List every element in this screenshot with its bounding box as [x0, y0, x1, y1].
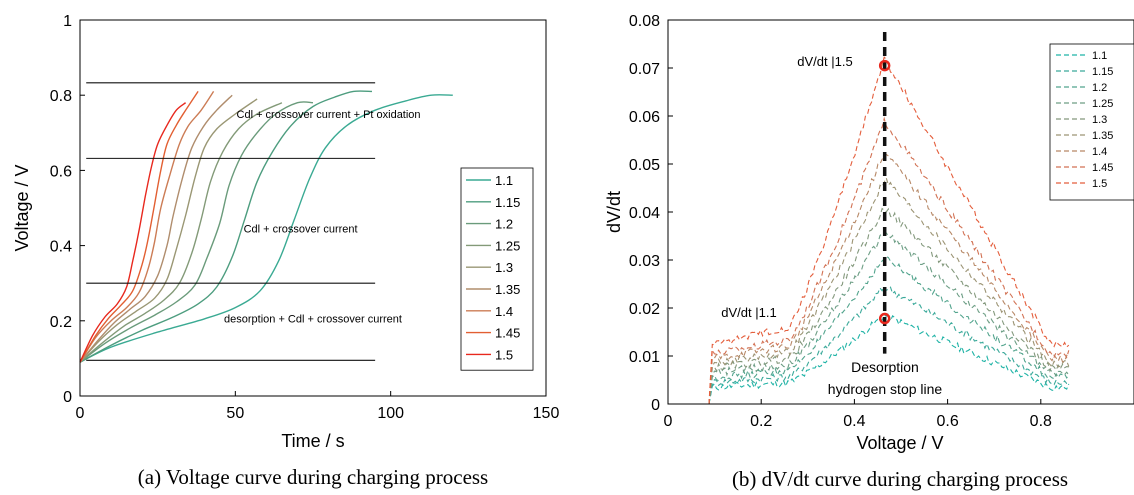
chart-a-series-line-1.1	[79, 94, 453, 363]
chart-b-annotations: dV/dt |1.5 dV/dt |1.1 Desorption hydrogen s…	[721, 54, 942, 397]
chart-a-legend: 1.1 1.15 1.2 1.25 1.3 1.35 1.4 1.45 1.5	[460, 167, 534, 371]
chart-b-y-tick-label: 0.08	[629, 13, 660, 30]
chart-a-y-axis: 0 0.2 0.4 0.6 0.8 1	[50, 13, 85, 406]
chart-b-stop-line-label: hydrogen stop line	[828, 381, 943, 397]
chart-a-annotation: Cdl + crossover current + Pt oxidation	[237, 109, 421, 121]
chart-a-series-line-1.15	[79, 90, 373, 363]
chart-b-x-label: Voltage / V	[856, 433, 943, 453]
chart-b-y-tick-label: 0.07	[629, 61, 660, 78]
chart-a-series-group	[79, 90, 453, 363]
chart-b-markers	[878, 59, 891, 325]
chart-b-marker-circle	[878, 59, 891, 72]
chart-a-series-line-1.45	[79, 91, 199, 363]
chart-b-marker-circle	[878, 312, 891, 325]
chart-a-x-tick-label: 50	[226, 405, 244, 422]
chart-b-legend-label: 1.3	[1092, 114, 1107, 126]
chart-b-legend: 1.1 1.15 1.2 1.25 1.3 1.35 1.4 1.45 1.5	[1049, 43, 1134, 201]
chart-b-legend-label: 1.25	[1092, 98, 1113, 110]
chart-b-series-group	[708, 56, 1070, 405]
chart-b: 0 0.2 0.4 0.6 0.8 00.010.020.030.040.050.060…	[604, 13, 1134, 491]
chart-a-annotation: Cdl + crossover current	[244, 223, 358, 235]
chart-b-series-line-1.5	[708, 56, 1070, 405]
chart-b-series-line-1.45	[708, 116, 1070, 405]
chart-a-y-tick-label: 0.4	[50, 239, 72, 256]
chart-a-y-tick-label: 0	[63, 389, 72, 406]
chart-b-series-line-1.2	[708, 255, 1070, 405]
chart-a-legend-label: 1.4	[495, 304, 513, 319]
chart-b-x-tick-label: 0	[664, 413, 673, 430]
chart-a-x-axis: 0 50 100 150	[76, 391, 560, 422]
chart-a-plot-frame	[79, 19, 547, 397]
chart-a-legend-label: 1.1	[495, 173, 513, 188]
chart-a-y-tick-label: 1	[63, 13, 72, 30]
chart-a-annotation: desorption + Cdl + crossover current	[224, 314, 402, 326]
chart-a: 0 50 100 150 0 0.2 0.4 0.6 0.8 1 Cdl + crossover…	[12, 13, 559, 489]
chart-b-legend-label: 1.35	[1092, 130, 1113, 142]
chart-b-legend-label: 1.2	[1092, 82, 1107, 94]
chart-b-x-tick-label: 0.4	[843, 413, 865, 430]
chart-a-x-label: Time / s	[281, 431, 344, 451]
chart-a-series-line-1.25	[79, 102, 283, 363]
chart-a-legend-label: 1.25	[495, 238, 520, 253]
chart-b-series-line-1.25	[708, 232, 1070, 405]
chart-b-x-tick-label: 0.8	[1030, 413, 1052, 430]
chart-a-series-line-1.4	[79, 91, 215, 363]
chart-b-y-axis: 0 0.01 0.02 0.03 0.04 0.05 0.06 0.07 0.08	[629, 13, 673, 414]
chart-a-series-line-1.5	[79, 102, 187, 363]
chart-a-boundary-lines	[86, 82, 376, 361]
chart-a-y-tick-label: 0.6	[50, 163, 72, 180]
chart-b-x-axis: 0 0.2 0.4 0.6 0.8	[664, 399, 1052, 430]
chart-b-series-line-1.15	[708, 285, 1069, 405]
chart-b-series-line-1.35	[708, 176, 1070, 405]
chart-b-y-tick-label: 0.03	[629, 253, 660, 270]
chart-b-legend-label: 1.45	[1092, 162, 1113, 174]
chart-b-y-tick-label: 0	[651, 397, 660, 414]
chart-a-caption: (a) Voltage curve during charging proces…	[138, 465, 488, 489]
chart-b-series-line-1.3	[708, 207, 1069, 405]
chart-a-legend-label: 1.2	[495, 217, 513, 232]
chart-b-legend-label: 1.15	[1092, 66, 1113, 78]
chart-b-marker-label: dV/dt |1.1	[721, 305, 776, 320]
chart-a-x-tick-label: 100	[377, 405, 404, 422]
chart-a-legend-label: 1.45	[495, 326, 520, 341]
chart-b-y-tick-label: 0.04	[629, 205, 660, 222]
chart-a-y-tick-label: 0.8	[50, 88, 72, 105]
chart-b-x-tick-label: 0.6	[936, 413, 958, 430]
chart-a-series-line-1.35	[79, 94, 233, 363]
chart-b-y-tick-label: 0.02	[629, 301, 660, 318]
chart-a-series-line-1.3	[79, 98, 258, 363]
chart-a-y-tick-label: 0.2	[50, 314, 72, 331]
chart-b-legend-label: 1.1	[1092, 50, 1107, 62]
chart-a-legend-label: 1.15	[495, 195, 520, 210]
chart-b-y-label: dV/dt	[604, 191, 624, 233]
chart-a-x-tick-label: 150	[533, 405, 560, 422]
chart-b-series-line-1.4	[708, 153, 1070, 405]
chart-b-legend-label: 1.4	[1092, 146, 1107, 158]
chart-a-annotations: Cdl + crossover current + Pt oxidation Cd…	[224, 109, 421, 326]
chart-a-legend-label: 1.3	[495, 260, 513, 275]
chart-b-y-tick-label: 0.05	[629, 157, 660, 174]
chart-a-series-line-1.2	[79, 101, 314, 363]
chart-a-legend-label: 1.5	[495, 347, 513, 362]
chart-b-y-tick-label: 0.06	[629, 109, 660, 126]
chart-b-legend-box	[1049, 43, 1134, 201]
chart-b-x-tick-label: 0.2	[750, 413, 772, 430]
chart-a-x-tick-label: 0	[76, 405, 85, 422]
chart-a-y-label: Voltage / V	[12, 164, 32, 251]
chart-a-legend-label: 1.35	[495, 282, 520, 297]
chart-b-caption: (b) dV/dt curve during charging process	[732, 467, 1068, 491]
chart-b-y-tick-label: 0.01	[629, 349, 660, 366]
chart-b-stop-line-label: Desorption	[851, 359, 919, 375]
chart-b-legend-label: 1.5	[1092, 178, 1107, 190]
chart-b-marker-label: dV/dt |1.5	[797, 54, 852, 69]
